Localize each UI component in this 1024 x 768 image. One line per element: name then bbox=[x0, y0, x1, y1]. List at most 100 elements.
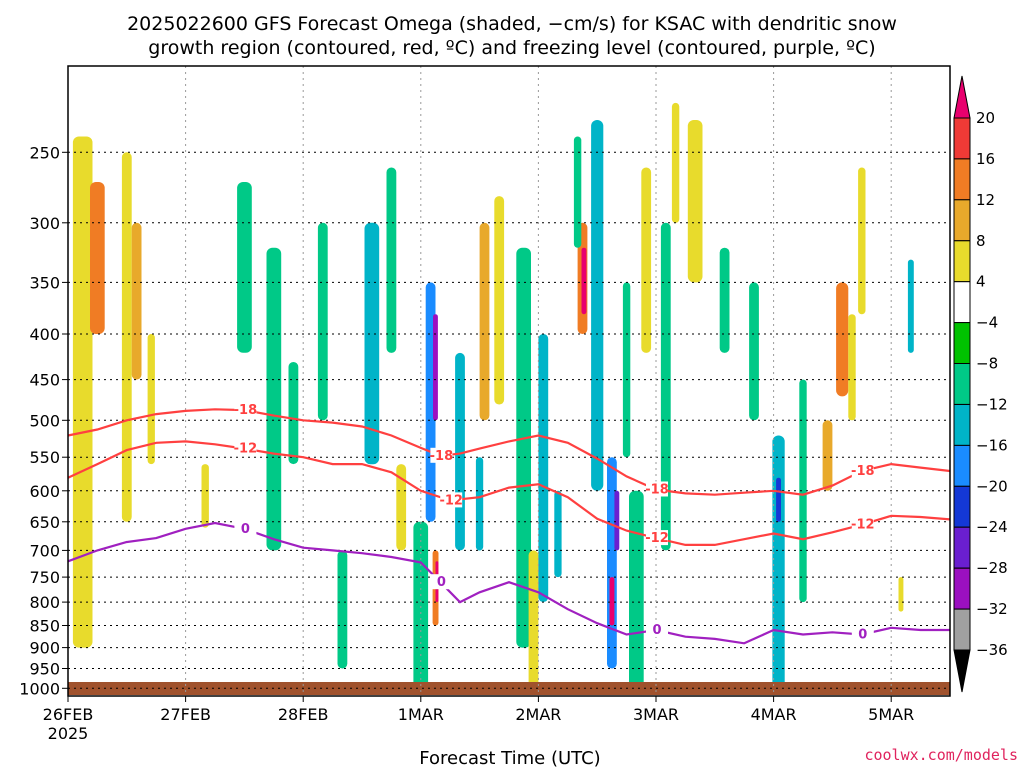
colorbar-label: 16 bbox=[976, 150, 995, 168]
colorbar-label: −4 bbox=[976, 314, 998, 332]
contour-label-bg bbox=[430, 574, 453, 590]
colorbar-swatch bbox=[953, 281, 971, 324]
contour-label: -18 bbox=[430, 449, 454, 464]
x-tick-label: 26FEB bbox=[43, 705, 94, 724]
y-tick-label: 250 bbox=[29, 143, 60, 162]
omega-cell bbox=[671, 102, 680, 223]
contour-label: -12 bbox=[645, 531, 669, 546]
colorbar-top-arrow bbox=[953, 75, 971, 119]
x-axis-label: Forecast Time (UTC) bbox=[419, 748, 600, 768]
omega-cell bbox=[622, 282, 631, 458]
omega-cell bbox=[554, 490, 562, 578]
colorbar-swatch bbox=[953, 322, 971, 365]
plot-area: -18 -18 -18 -18 -12 -12 -12 -12 0 0 0 0 bbox=[67, 65, 951, 697]
y-tick-label: 850 bbox=[29, 617, 60, 636]
contour-line bbox=[67, 521, 950, 645]
plot-background bbox=[68, 66, 950, 696]
omega-cell bbox=[822, 420, 833, 491]
omega-cell bbox=[858, 167, 866, 315]
y-tick-label: 800 bbox=[29, 593, 60, 612]
contour-label-bg bbox=[646, 622, 668, 637]
y-tick-label: 350 bbox=[29, 273, 60, 292]
x-tick-sublabel: 2025 bbox=[48, 724, 89, 743]
omega-cell bbox=[581, 247, 587, 315]
y-tick-label: 400 bbox=[29, 325, 60, 344]
colorbar-label: −16 bbox=[976, 436, 1008, 454]
contour-label: -12 bbox=[234, 442, 258, 457]
colorbar-swatch bbox=[953, 608, 971, 651]
contour-label: -18 bbox=[234, 403, 258, 418]
colorbar-label: 20 bbox=[976, 109, 995, 127]
y-tick-label: 1000 bbox=[19, 679, 60, 698]
x-tick-label: 1MAR bbox=[398, 705, 444, 724]
omega-cell bbox=[121, 152, 132, 522]
omega-cell bbox=[364, 222, 380, 465]
x-tick-label: 2MAR bbox=[515, 705, 561, 724]
colorbar-swatch bbox=[953, 363, 971, 405]
y-tick-label: 600 bbox=[29, 482, 60, 501]
omega-cell bbox=[907, 259, 914, 353]
contour-line bbox=[67, 440, 951, 547]
y-axis-ticks: 250 300 350 400 450 500 550 600 650 700 750 800 850 9… bbox=[19, 143, 68, 698]
colorbar: 20 16 12 8 4 −4 −8 −12 −16 −20 −24 −28 −32 −36 bbox=[953, 75, 1008, 693]
colorbar-swatch bbox=[953, 444, 971, 487]
contour-label-bg bbox=[851, 626, 874, 642]
omega-cell bbox=[288, 362, 299, 465]
y-tick-label: 300 bbox=[29, 214, 60, 233]
y-tick-label: 500 bbox=[29, 411, 60, 430]
contour-label: 0 bbox=[858, 628, 867, 643]
omega-cell bbox=[749, 282, 759, 421]
chart-title-line2: growth region (contoured, red, ºC) and f… bbox=[148, 37, 875, 59]
y-tick-label: 650 bbox=[29, 513, 60, 532]
colorbar-swatch bbox=[953, 485, 971, 528]
contour-lines: -18 -18 -18 -18 -12 -12 -12 -12 0 0 0 0 bbox=[67, 402, 951, 645]
omega-cell bbox=[516, 247, 531, 648]
omega-cell bbox=[479, 222, 490, 421]
colorbar-swatch bbox=[953, 404, 971, 446]
colorbar-label: 12 bbox=[976, 191, 995, 209]
contour-label-bg bbox=[430, 447, 453, 463]
colorbar-label: −24 bbox=[976, 518, 1008, 536]
omega-cell bbox=[609, 577, 615, 626]
omega-shading bbox=[72, 102, 914, 689]
contour-line bbox=[67, 408, 951, 496]
contour-label-bg bbox=[851, 516, 874, 532]
omega-cell bbox=[641, 167, 652, 353]
contour-label: -12 bbox=[851, 518, 875, 533]
contour-label: 0 bbox=[241, 522, 250, 537]
colorbar-swatch bbox=[953, 158, 971, 201]
omega-cell bbox=[266, 247, 282, 551]
contour-label-bg bbox=[440, 492, 463, 508]
omega-cell bbox=[772, 435, 785, 689]
contour-label-bg bbox=[646, 530, 668, 546]
omega-cell bbox=[776, 477, 781, 522]
omega-cell bbox=[147, 334, 155, 465]
x-tick-label: 3MAR bbox=[633, 705, 679, 724]
omega-cell bbox=[607, 457, 617, 669]
omega-cell bbox=[660, 222, 671, 551]
y-tick-label: 700 bbox=[29, 541, 60, 560]
omega-cell bbox=[131, 222, 142, 380]
colorbar-swatch bbox=[953, 567, 971, 610]
omega-cell bbox=[629, 490, 644, 689]
omega-cell bbox=[799, 379, 807, 603]
contour-label: -18 bbox=[645, 483, 669, 498]
omega-cell bbox=[237, 182, 252, 353]
omega-cell bbox=[528, 550, 539, 689]
y-tick-label: 900 bbox=[29, 639, 60, 658]
contour-label-bg bbox=[234, 402, 257, 418]
y-tick-label: 450 bbox=[29, 371, 60, 390]
omega-cell bbox=[591, 120, 604, 491]
omega-cell bbox=[614, 490, 620, 551]
chart-title-line1: 2025022600 GFS Forecast Omega (shaded, −… bbox=[127, 13, 897, 35]
colorbar-label: −36 bbox=[976, 641, 1008, 659]
terrain-strip bbox=[68, 682, 950, 695]
y-tick-label: 550 bbox=[29, 448, 60, 467]
omega-cell bbox=[317, 222, 328, 421]
contour-label: -12 bbox=[439, 493, 463, 508]
colorbar-label: −20 bbox=[976, 477, 1008, 495]
colorbar-swatch bbox=[953, 117, 971, 160]
contour-label: -18 bbox=[851, 464, 875, 479]
omega-cell bbox=[719, 247, 730, 353]
